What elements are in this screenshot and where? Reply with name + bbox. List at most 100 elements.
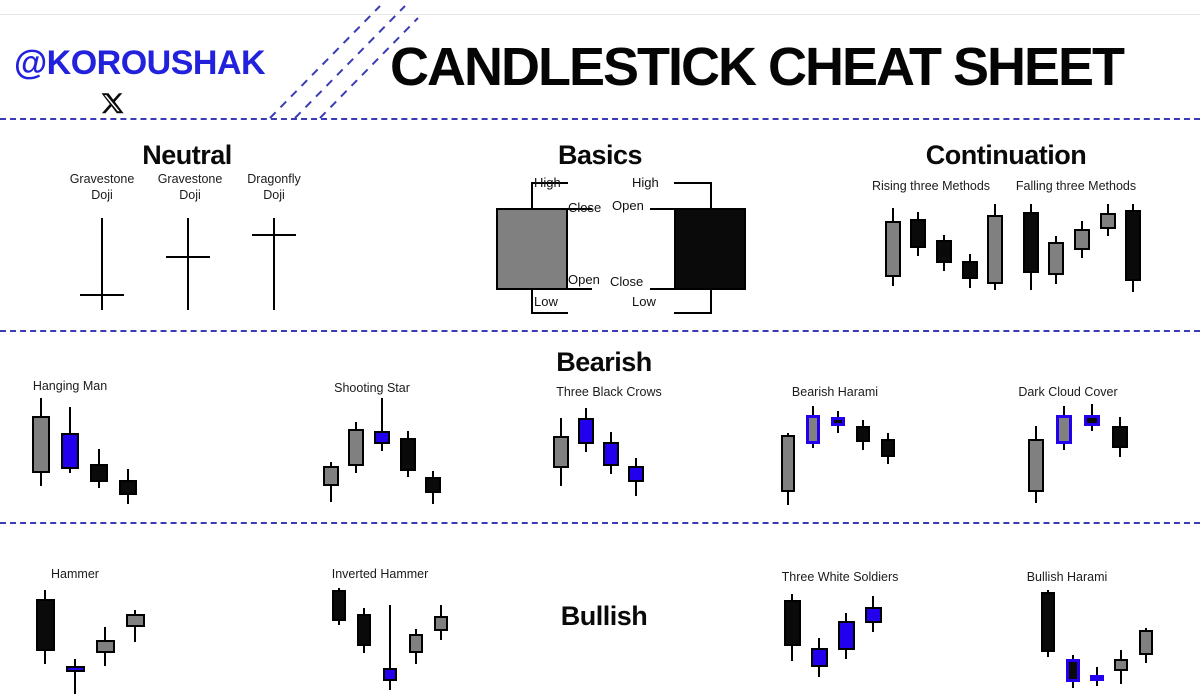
pattern-label-shooting-star: Shooting Star — [334, 381, 410, 395]
candle-body — [357, 614, 371, 647]
candle-body — [910, 219, 926, 248]
x-twitter-icon — [101, 93, 124, 114]
anatomy-label-open: Open — [612, 198, 644, 213]
leader-open — [566, 288, 592, 290]
doji-wick — [101, 218, 103, 310]
candle-body — [1139, 629, 1153, 655]
candle-body — [90, 464, 108, 482]
pattern-label-bearish-harami: Bearish Harami — [791, 385, 879, 399]
author-handle: @KOROUSHAK — [14, 44, 266, 82]
candle-body — [1100, 213, 1116, 229]
chart-three-black-crows — [548, 402, 648, 502]
pattern-label-gravestone-doji-2: Gravestone Doji — [157, 172, 223, 202]
candle-body — [837, 621, 855, 651]
doji-wick — [273, 218, 275, 310]
candle-body — [496, 208, 568, 290]
candle-body — [348, 429, 364, 467]
candle-body — [553, 436, 569, 468]
candle-body — [806, 415, 820, 444]
pattern-label-hammer: Hammer — [51, 567, 99, 581]
candle-body — [332, 590, 346, 621]
candle-body — [1048, 242, 1064, 275]
candle-body — [125, 614, 145, 628]
anatomy-label-close: Close — [610, 274, 644, 289]
candle-body — [885, 221, 901, 277]
candle-body — [936, 240, 952, 264]
candle-body — [409, 633, 423, 653]
candle-body — [881, 439, 895, 457]
upper-wick — [710, 182, 712, 210]
upper-wick — [531, 182, 533, 210]
chart-falling-three-methods — [1018, 200, 1146, 296]
chart-shooting-star — [318, 396, 446, 506]
leader-open — [650, 208, 676, 210]
lower-wick — [710, 288, 712, 314]
candle-body — [628, 466, 644, 482]
leader-low — [674, 312, 712, 314]
candle-wick — [389, 605, 391, 690]
candle-body — [1114, 658, 1128, 672]
candle-body — [1028, 439, 1044, 493]
candle-body — [1066, 658, 1080, 682]
chart-bullish-candle-anatomy — [496, 178, 592, 314]
leader-close — [566, 208, 592, 210]
pattern-label-falling-three-methods: Falling three Methods — [1015, 179, 1137, 193]
chart-gravestone-doji-1 — [72, 218, 132, 314]
candle-body — [856, 426, 870, 442]
pattern-label-three-black-crows: Three Black Crows — [556, 385, 662, 399]
pattern-label-inverted-hammer: Inverted Hammer — [331, 567, 429, 581]
candle-body — [1090, 675, 1104, 682]
chart-bearish-candle-anatomy — [650, 178, 746, 314]
chart-inverted-hammer — [326, 586, 454, 694]
candle-body — [434, 616, 448, 632]
candle-body — [810, 648, 828, 668]
candle-body — [783, 600, 801, 647]
candle-body — [603, 442, 619, 466]
decorative-diagonal-lines — [269, 5, 419, 119]
chart-bearish-harami — [776, 402, 900, 512]
candle-body — [987, 215, 1003, 285]
candle-wick — [381, 398, 383, 451]
doji-crossbar — [252, 234, 296, 236]
pattern-label-three-white-soldiers: Three White Soldiers — [781, 570, 899, 584]
leader-low — [532, 312, 568, 314]
candle-body — [1056, 415, 1072, 444]
page-header: @KOROUSHAK CANDLESTICK CHEAT SHEET — [0, 0, 1200, 119]
candle-body — [383, 668, 397, 682]
anatomy-label-high: High — [534, 175, 561, 190]
section-title-bullish: Bullish — [560, 601, 648, 631]
pattern-label-gravestone-doji-1: Gravestone Doji — [69, 172, 135, 202]
candle-body — [674, 208, 746, 290]
anatomy-label-high: High — [632, 175, 659, 190]
divider-bearish — [0, 330, 1200, 332]
chart-bullish-harami — [1036, 588, 1158, 692]
candle-body — [962, 261, 978, 279]
candle-body — [400, 437, 416, 471]
candle-body — [781, 435, 795, 493]
lower-wick — [531, 288, 533, 314]
doji-crossbar — [80, 294, 124, 296]
candle-body — [65, 665, 85, 673]
candle-body — [1074, 228, 1090, 250]
doji-wick — [187, 218, 189, 310]
candle-wick — [74, 659, 76, 694]
candle-body — [1023, 211, 1039, 273]
pattern-label-hanging-man: Hanging Man — [32, 379, 108, 393]
anatomy-label-low: Low — [534, 294, 558, 309]
pattern-label-rising-three-methods: Rising three Methods — [871, 179, 991, 193]
candle-body — [578, 418, 594, 444]
section-title-basics: Basics — [557, 140, 643, 170]
pattern-label-dragonfly-doji: Dragonfly Doji — [247, 172, 301, 202]
candle-body — [1041, 592, 1055, 653]
anatomy-label-low: Low — [632, 294, 656, 309]
leader-high — [532, 182, 568, 184]
section-title-continuation: Continuation — [925, 140, 1087, 170]
candle-body — [1112, 426, 1128, 449]
candle-body — [61, 433, 79, 469]
candle-body — [1125, 209, 1141, 281]
leader-high — [674, 182, 712, 184]
section-title-neutral: Neutral — [142, 140, 232, 170]
header-top-rule — [0, 14, 1200, 15]
candle-body — [374, 431, 390, 445]
